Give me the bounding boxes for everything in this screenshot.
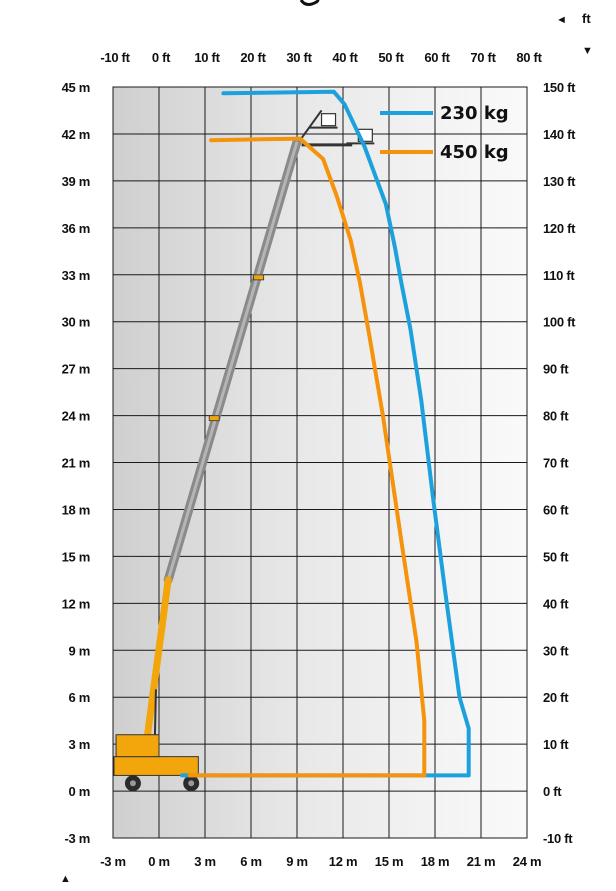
y-right-tick-label: 60 ft <box>543 502 569 517</box>
y-right-tick-label: 30 ft <box>543 643 569 658</box>
x-bottom-tick-label: 6 m <box>240 854 262 869</box>
scroll-up-arrow-icon[interactable]: ▲ <box>60 873 71 885</box>
x-bottom-tick-label: 24 m <box>513 854 541 869</box>
y-right-tick-label: 40 ft <box>543 596 569 611</box>
y-left-tick-label: 15 m <box>62 549 90 564</box>
x-bottom-tick-label: 21 m <box>467 854 495 869</box>
aerial-lift-illustration <box>113 109 375 792</box>
x-top-tick-label: 50 ft <box>378 50 404 65</box>
y-right-tick-label: 50 ft <box>543 549 569 564</box>
boom-section-joint <box>208 415 220 422</box>
y-left-tick-label: 21 m <box>62 456 90 471</box>
y-left-tick-label: 12 m <box>62 596 90 611</box>
x-bottom-tick-label: 0 m <box>148 854 170 869</box>
y-left-tick-label: 18 m <box>62 502 90 517</box>
x-bottom-tick-label: -3 m <box>100 854 126 869</box>
series-layer <box>180 89 471 778</box>
legend: 230 kg 450 kg <box>380 103 509 163</box>
y-left-tick-label: 36 m <box>62 221 90 236</box>
y-left-tick-label: 3 m <box>68 737 90 752</box>
y-left-tick-label: 33 m <box>62 268 90 283</box>
y-right-tick-label: 80 ft <box>543 409 569 424</box>
y-left-tick-label: 27 m <box>62 362 90 377</box>
collapse-arrow-icon[interactable]: ◄ <box>556 14 567 26</box>
wheel-hub <box>129 780 136 787</box>
y-right-tick-label: 70 ft <box>543 456 569 471</box>
boom-section-joint <box>253 274 265 281</box>
y-right-tick-label: 0 ft <box>543 784 562 799</box>
jib-arm-upper <box>299 109 323 141</box>
x-bottom-tick-label: 15 m <box>375 854 403 869</box>
x-bottom-tick-label: 18 m <box>421 854 449 869</box>
x-top-tick-label: 70 ft <box>470 50 496 65</box>
cropped-heading-fragment <box>299 0 320 6</box>
y-left-tick-label: 42 m <box>62 127 90 142</box>
y-left-tick-label: 9 m <box>68 643 90 658</box>
y-left-tick-label: 6 m <box>68 690 90 705</box>
y-right-tick-label: 150 ft <box>543 80 576 95</box>
x-top-tick-label: 40 ft <box>332 50 358 65</box>
y-right-tick-label: 140 ft <box>543 127 576 142</box>
y-left-tick-label: 39 m <box>62 174 90 189</box>
y-left-tick-label: 45 m <box>62 80 90 95</box>
x-top-tick-label: 20 ft <box>240 50 266 65</box>
x-top-tick-label: 10 ft <box>194 50 220 65</box>
x-top-tick-label: -10 ft <box>100 50 130 65</box>
series-line <box>187 136 427 778</box>
grid <box>112 86 528 839</box>
turret <box>115 734 160 758</box>
y-right-tick-label: 110 ft <box>543 268 575 283</box>
lower-boom <box>143 576 172 745</box>
y-right-tick-label: 120 ft <box>543 221 576 236</box>
y-right-tick-label: 90 ft <box>543 362 569 377</box>
y-right-tick-label: 20 ft <box>543 690 569 705</box>
x-top-tick-label: 0 ft <box>152 50 171 65</box>
x-bottom-tick-label: 9 m <box>286 854 308 869</box>
y-right-tick-label: 10 ft <box>543 737 569 752</box>
x-bottom-tick-label: 3 m <box>194 854 216 869</box>
y-right-tick-label: 130 ft <box>543 174 576 189</box>
dropdown-arrow-icon[interactable]: ▼ <box>582 45 593 57</box>
y-left-tick-label: -3 m <box>64 831 90 846</box>
units-toggle-label[interactable]: ft <box>582 11 591 26</box>
x-top-tick-label: 60 ft <box>424 50 450 65</box>
y-left-tick-label: 24 m <box>62 409 90 424</box>
wheel-hub <box>188 780 195 787</box>
series-line <box>180 89 471 778</box>
y-left-tick-label: 30 m <box>62 315 90 330</box>
y-right-tick-label: -10 ft <box>543 831 573 846</box>
y-right-tick-label: 100 ft <box>543 315 576 330</box>
x-top-tick-label: 30 ft <box>286 50 312 65</box>
x-bottom-tick-label: 12 m <box>329 854 357 869</box>
upper-boom-highlight <box>166 141 299 581</box>
platform-basket-upper <box>320 113 337 127</box>
y-left-tick-label: 0 m <box>68 784 90 799</box>
legend-label: 450 kg <box>440 142 509 163</box>
legend-label: 230 kg <box>440 103 509 124</box>
x-top-tick-label: 80 ft <box>516 50 542 65</box>
chassis <box>113 756 199 776</box>
